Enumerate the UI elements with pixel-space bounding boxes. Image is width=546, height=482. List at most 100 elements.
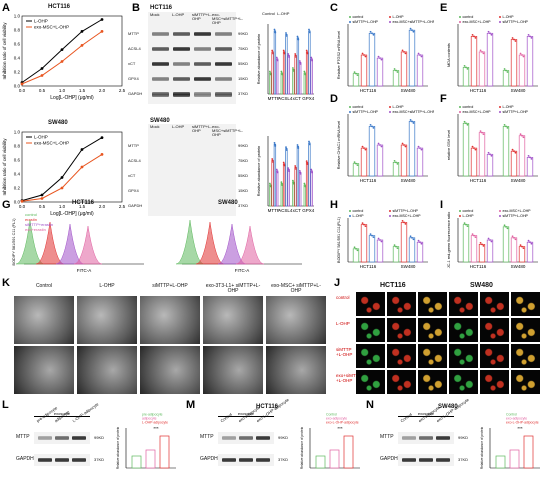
panel-g-title-left: HCT116 [72,200,95,206]
data-point [474,37,477,39]
data-point [371,234,373,237]
blot-band [215,77,232,81]
data-point [364,225,367,227]
data-point [291,179,294,182]
data-point [363,147,365,149]
legend-swatch [389,16,391,18]
x-category-label: xCT [293,208,301,213]
legend-label: L-OHP-adipocyte [142,421,168,425]
legend-label: pre-adipocyte [142,413,163,417]
bar [145,449,156,469]
kd-label: 75KD [238,46,249,51]
lane-label: exo-L-OHP-adipocyte [255,397,290,424]
data-point [395,69,397,72]
legend-swatch [459,111,461,113]
bar [280,183,283,207]
bar [343,435,354,469]
x-tick-label: 0.0 [19,88,26,93]
data-point [306,51,308,53]
legend-label: exo-MSC+L-OHP [503,209,532,213]
data-point [274,31,277,34]
data-point [489,153,491,156]
bar [400,51,408,87]
panel-letter-l: L [2,399,9,411]
bar [526,36,534,87]
data-point [471,145,474,148]
fluorescence-image [511,318,540,342]
legend-label: L-OHP [393,105,405,109]
data-point [353,161,356,163]
data-point [372,236,375,238]
data-point [465,66,467,69]
em-column-label: exo-MSC+ siMTTP+L-OHP [271,283,321,294]
x-tick-label: 1.0 [59,88,66,93]
x-category-label: GPX4 [302,208,315,213]
data-point [287,54,290,57]
bar [271,51,274,95]
y-tick-label: 0.4 [14,56,21,61]
data-point [283,164,286,167]
bar [416,241,424,263]
lane-label: siMTTP+L-OHP [192,12,212,21]
y-tick-label: 1.0 [14,14,21,19]
y-axis-label: Relative abundance of protein [116,427,120,470]
data-point [506,227,509,230]
data-point [409,27,412,30]
data-point [521,54,523,56]
data-point [403,144,405,146]
data-point [361,222,364,224]
blot-band [256,458,270,462]
data-point [401,142,404,145]
lane-label: exo-MSC+siMTTP+L-OHP [212,12,243,25]
legend-label: erastin [25,217,37,222]
y-tick-label: 0.6 [14,158,21,163]
panel-letter-i: I [440,199,444,211]
x-tick-label: 1.0 [59,204,66,209]
blot-band [72,458,86,462]
data-point [310,170,313,172]
bar [329,449,340,469]
bar [486,239,494,263]
protein-label: GAPDH [128,91,143,96]
legend-swatch [349,106,351,108]
bar [400,222,408,263]
panel-h-chart: HCT116 SW480 BODIPY 581/591 C11(FL1) contro… [337,209,428,269]
data-point [283,51,285,53]
data-point [295,168,297,170]
data-point [420,55,423,58]
legend-label: adipocyte [142,417,157,421]
fluorescence-image [387,344,416,368]
protein-label: ACSL4 [128,46,141,51]
legend-swatch [349,16,351,18]
data-point [519,244,522,246]
bar [305,162,309,207]
legend-swatch [499,16,501,18]
data-point [308,143,311,146]
data-point [529,156,531,159]
panel-i-chart: HCT116 SW480 JC-1 red-green fluorescence r… [447,209,538,269]
lane-label: L-OHP [172,124,185,129]
data-point [409,235,412,238]
data-point [295,56,297,58]
data-point [419,54,421,56]
data-point [283,163,285,165]
bar [282,51,286,95]
data-point [503,124,506,126]
panel-letter-n: N [366,399,374,411]
data-point [369,30,372,33]
y-tick-label: 1.0 [14,130,21,135]
kd-label: 99KD [458,435,469,440]
data-point [269,73,272,76]
data-point [285,32,287,34]
legend-label: exo-MSC+siMTTP+L-OHP [393,20,435,24]
data-point [519,52,522,55]
x-category-label: HCT116 [360,264,377,269]
legend-swatch [389,215,391,217]
data-point [529,241,531,244]
bar [509,449,520,469]
data-point [294,53,297,55]
blot-band [215,47,232,51]
bar [486,32,494,87]
legend-label: exo-MSC+L-OHP [34,25,69,30]
data-point [308,30,311,32]
